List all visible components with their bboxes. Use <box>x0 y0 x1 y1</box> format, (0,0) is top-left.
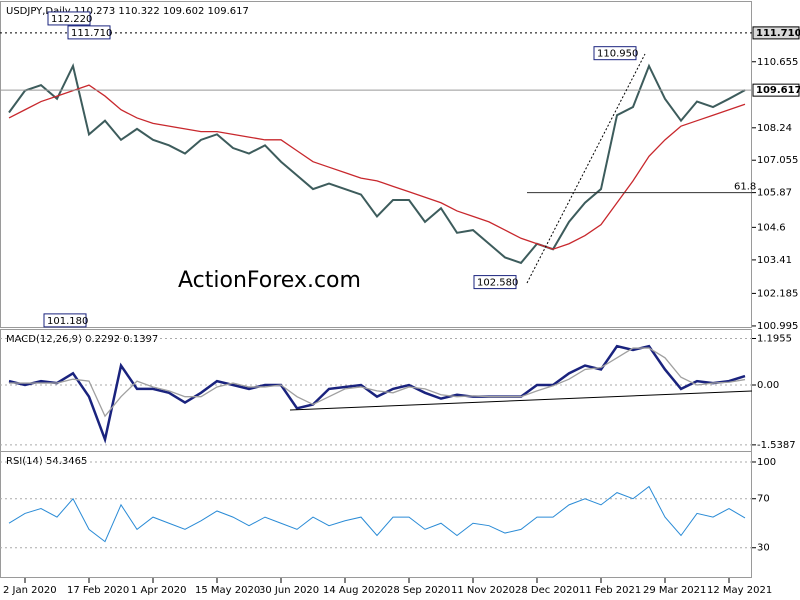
y-tick-label: 102.185 <box>757 288 798 299</box>
y-tick-label: 104.6 <box>757 222 786 233</box>
y-tick-label: 105.87 <box>757 188 792 199</box>
y-tick-label: 30 <box>757 543 770 554</box>
annotation-label: 110.950 <box>597 49 638 60</box>
x-tick-label: 14 Aug 2020 <box>323 585 387 596</box>
annotation-label: 102.580 <box>477 278 518 289</box>
level-label: 109.617 <box>756 85 800 96</box>
annotation-box <box>67 25 111 40</box>
fib-trend <box>526 53 646 284</box>
level-box <box>752 26 800 40</box>
annotation-box <box>43 313 87 328</box>
series-line <box>8 485 746 543</box>
x-tick-label: 1 Apr 2020 <box>131 585 186 596</box>
x-tick-label: 11 Nov 2020 <box>451 585 515 596</box>
series-line <box>8 63 746 265</box>
panel-frame <box>0 1 752 328</box>
fib-label: 61.8 <box>734 182 756 193</box>
y-tick-label: 108.24 <box>757 123 792 134</box>
macd-trendline <box>289 390 753 411</box>
x-tick-label: 28 Dec 2020 <box>515 585 579 596</box>
y-tick-label: 103.41 <box>757 255 792 266</box>
annotation-label: 101.180 <box>47 316 88 327</box>
y-tick-label: 0.00 <box>757 380 779 391</box>
x-tick-label: 15 May 2020 <box>195 585 260 596</box>
series-line <box>9 347 746 418</box>
watermark: ActionForex.com <box>178 268 361 293</box>
series-line <box>8 84 746 250</box>
x-tick-label: 29 Mar 2021 <box>643 585 706 596</box>
y-tick-label: 107.055 <box>757 155 798 166</box>
annotation-label: 111.710 <box>71 28 112 39</box>
panel-title: MACD(12,26,9) 0.2292 0.1397 <box>6 334 158 345</box>
annotation-box <box>593 46 637 61</box>
level-box <box>752 83 800 97</box>
x-tick-label: 17 Feb 2020 <box>67 585 129 596</box>
x-tick-label: 12 May 2021 <box>707 585 772 596</box>
level-label: 111.710 <box>756 28 800 39</box>
panel-title: USDJPY,Daily 110.273 110.322 109.602 109… <box>6 6 249 17</box>
y-tick-label: 100.995 <box>757 321 798 332</box>
y-tick-label: 1.1955 <box>757 334 792 345</box>
panel-frame <box>0 451 752 578</box>
y-tick-label: 100 <box>757 457 776 468</box>
x-tick-label: 30 Jun 2020 <box>259 585 319 596</box>
y-tick-label: 70 <box>757 494 770 505</box>
annotation-box <box>473 275 517 290</box>
y-tick-label: -1.5387 <box>757 440 796 451</box>
x-tick-label: 11 Feb 2021 <box>579 585 641 596</box>
y-tick-label: 110.655 <box>757 57 798 68</box>
series-line <box>8 344 746 444</box>
annotation-box <box>47 11 91 26</box>
annotation-label: 112.220 <box>51 14 92 25</box>
x-tick-label: 28 Sep 2020 <box>387 585 450 596</box>
x-tick-label: 2 Jan 2020 <box>3 585 57 596</box>
